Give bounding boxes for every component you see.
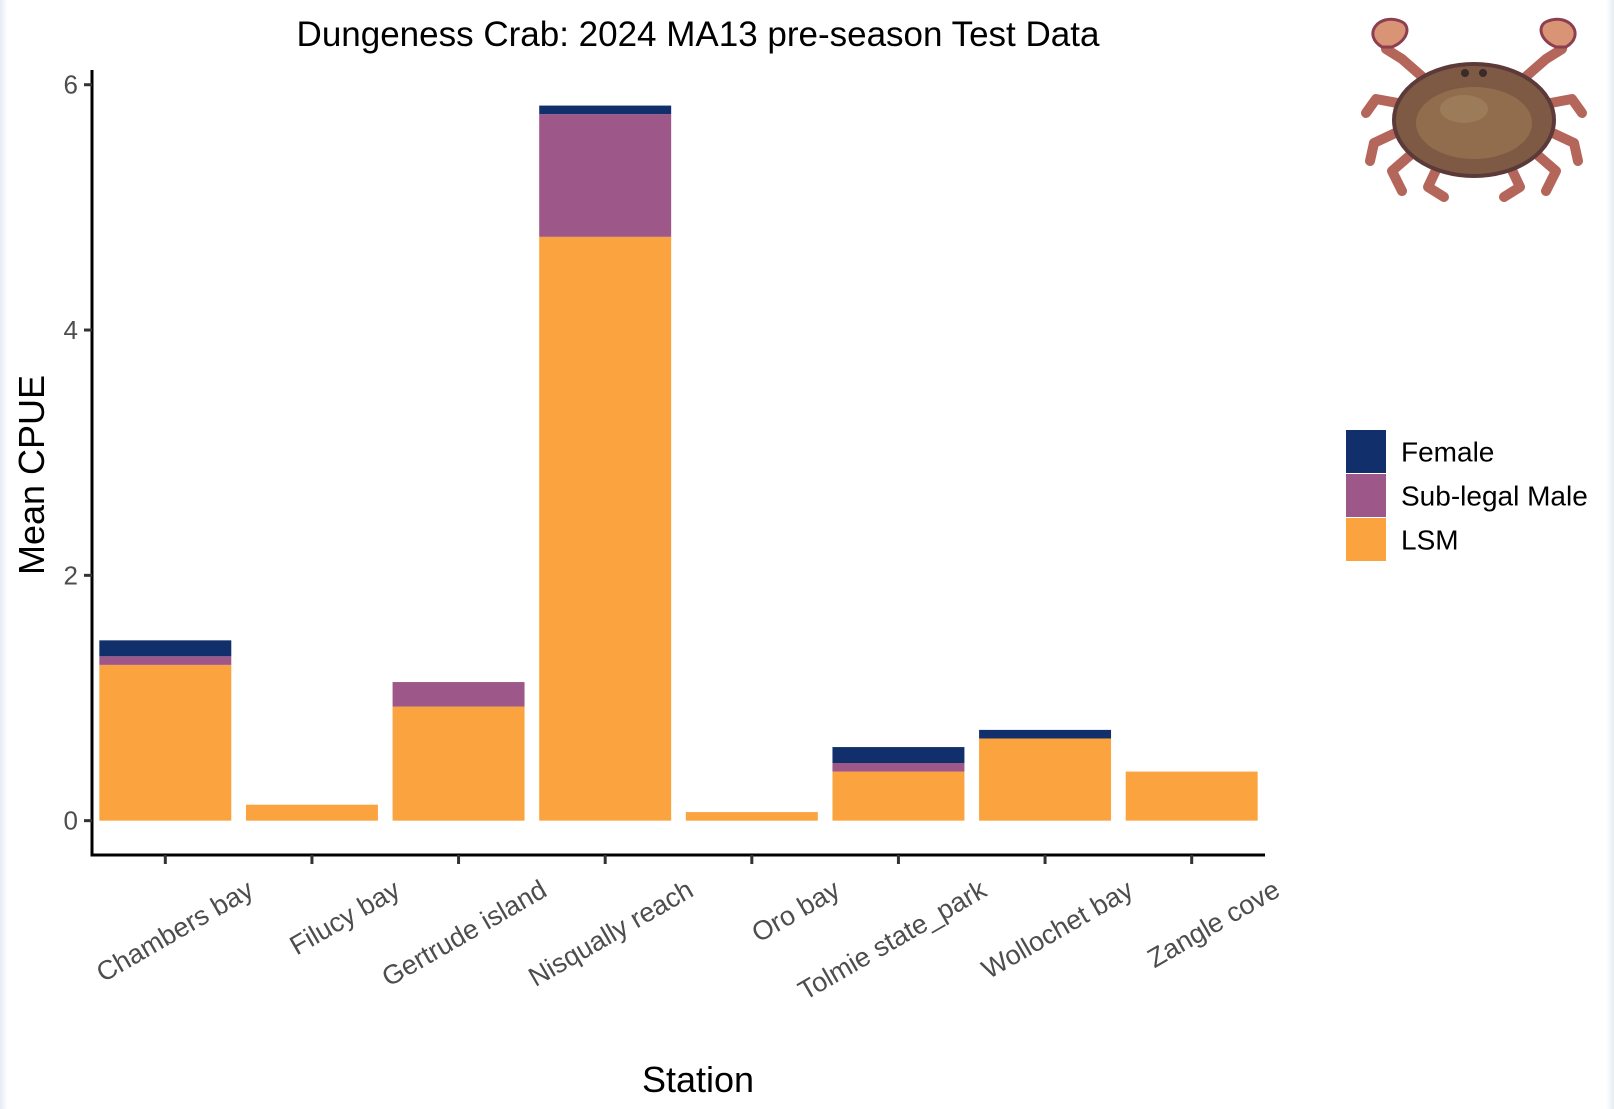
legend-label: LSM bbox=[1401, 525, 1459, 556]
chart-title: Dungeness Crab: 2024 MA13 pre-season Tes… bbox=[297, 15, 1100, 54]
bar-segment bbox=[832, 771, 965, 821]
bar-segment bbox=[1125, 771, 1258, 821]
bar-segment bbox=[832, 747, 965, 764]
bar-segment bbox=[99, 640, 232, 657]
x-axis-title: Station bbox=[642, 1059, 754, 1100]
bar-segment bbox=[99, 664, 232, 821]
y-tick-label: 6 bbox=[64, 70, 78, 100]
x-tick-label: Nisqually reach bbox=[523, 874, 698, 992]
bar-segment bbox=[392, 682, 525, 707]
bar-segment bbox=[832, 763, 965, 772]
x-tick-label: Chambers bay bbox=[91, 874, 258, 988]
bar-segment bbox=[539, 105, 672, 115]
legend-swatch bbox=[1346, 474, 1386, 517]
y-axis-title: Mean CPUE bbox=[11, 375, 52, 575]
bar-segment bbox=[979, 738, 1112, 821]
axes-layer bbox=[90, 70, 1265, 857]
legend-swatch bbox=[1346, 518, 1386, 561]
y-tick-label: 2 bbox=[64, 560, 78, 590]
bar-segment bbox=[245, 804, 378, 821]
legend-swatch bbox=[1346, 430, 1386, 473]
bar-segment bbox=[99, 656, 232, 665]
legend: Female Sub-legal Male LSM bbox=[1346, 430, 1588, 561]
bars-layer bbox=[99, 105, 1258, 821]
y-tick-label: 0 bbox=[64, 806, 78, 836]
bar-segment bbox=[539, 236, 672, 821]
bar-segment bbox=[685, 812, 818, 821]
y-axis-ticks: 0 2 4 6 bbox=[64, 70, 92, 836]
legend-label: Female bbox=[1401, 437, 1494, 468]
x-tick-label: Filucy bay bbox=[285, 874, 406, 961]
bar-segment bbox=[539, 114, 672, 237]
x-tick-label: Wollochet bay bbox=[977, 874, 1139, 985]
bar-segment bbox=[392, 706, 525, 821]
x-tick-label: Oro bay bbox=[747, 874, 846, 948]
x-tick-label: Gertrude island bbox=[377, 874, 552, 992]
x-tick-label: Zangle cove bbox=[1142, 874, 1284, 974]
bar-segment bbox=[979, 729, 1112, 739]
legend-label: Sub-legal Male bbox=[1401, 481, 1588, 512]
dungeness-crab-icon bbox=[1361, 17, 1587, 202]
y-tick-label: 4 bbox=[64, 315, 78, 345]
